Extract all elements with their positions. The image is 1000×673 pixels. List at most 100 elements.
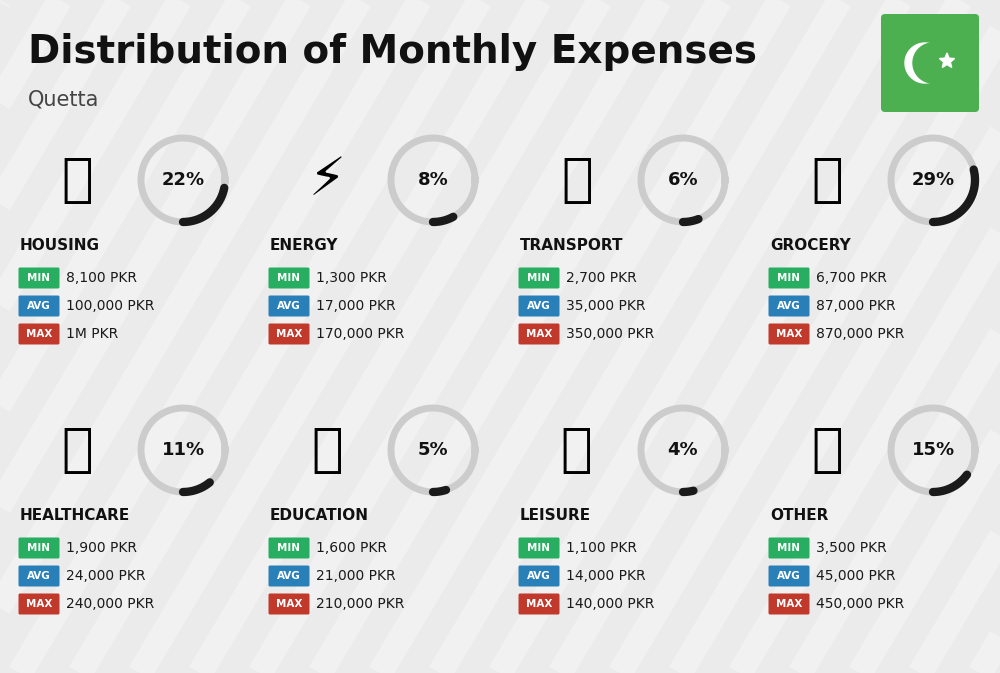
Text: GROCERY: GROCERY <box>770 238 851 254</box>
Text: EDUCATION: EDUCATION <box>270 509 369 524</box>
FancyBboxPatch shape <box>768 538 810 559</box>
Text: 🏢: 🏢 <box>61 154 93 206</box>
Text: 14,000 PKR: 14,000 PKR <box>566 569 646 583</box>
Text: MAX: MAX <box>526 329 552 339</box>
Text: 1,900 PKR: 1,900 PKR <box>66 541 137 555</box>
FancyBboxPatch shape <box>518 267 560 289</box>
Text: 🛒: 🛒 <box>811 154 843 206</box>
FancyBboxPatch shape <box>268 538 310 559</box>
Text: OTHER: OTHER <box>770 509 828 524</box>
Text: 1,300 PKR: 1,300 PKR <box>316 271 387 285</box>
Text: 2,700 PKR: 2,700 PKR <box>566 271 637 285</box>
Text: 87,000 PKR: 87,000 PKR <box>816 299 896 313</box>
FancyBboxPatch shape <box>18 267 60 289</box>
Text: 11%: 11% <box>161 441 205 459</box>
Text: MIN: MIN <box>528 273 550 283</box>
Text: MAX: MAX <box>26 599 52 609</box>
Text: 👛: 👛 <box>811 424 843 476</box>
Text: AVG: AVG <box>527 571 551 581</box>
FancyBboxPatch shape <box>268 295 310 316</box>
Polygon shape <box>939 53 955 67</box>
Text: 140,000 PKR: 140,000 PKR <box>566 597 654 611</box>
Text: 1,100 PKR: 1,100 PKR <box>566 541 637 555</box>
Text: 🏥: 🏥 <box>61 424 93 476</box>
FancyBboxPatch shape <box>768 565 810 586</box>
Text: LEISURE: LEISURE <box>520 509 591 524</box>
Text: 6,700 PKR: 6,700 PKR <box>816 271 887 285</box>
Text: Quetta: Quetta <box>28 90 99 110</box>
Text: MAX: MAX <box>276 599 302 609</box>
Text: MAX: MAX <box>526 599 552 609</box>
FancyBboxPatch shape <box>268 594 310 614</box>
Text: 24,000 PKR: 24,000 PKR <box>66 569 146 583</box>
FancyBboxPatch shape <box>768 324 810 345</box>
Text: MIN: MIN <box>278 273 300 283</box>
Text: ENERGY: ENERGY <box>270 238 338 254</box>
Text: MAX: MAX <box>776 329 802 339</box>
Text: 🎓: 🎓 <box>311 424 343 476</box>
FancyBboxPatch shape <box>18 295 60 316</box>
Text: TRANSPORT: TRANSPORT <box>520 238 624 254</box>
Text: MIN: MIN <box>778 273 800 283</box>
FancyBboxPatch shape <box>518 324 560 345</box>
Text: 🛍️: 🛍️ <box>561 424 593 476</box>
FancyBboxPatch shape <box>18 324 60 345</box>
Text: 🚌: 🚌 <box>561 154 593 206</box>
Text: 350,000 PKR: 350,000 PKR <box>566 327 654 341</box>
Text: 35,000 PKR: 35,000 PKR <box>566 299 646 313</box>
Text: 15%: 15% <box>911 441 955 459</box>
Text: 22%: 22% <box>161 171 205 189</box>
Text: AVG: AVG <box>27 301 51 311</box>
FancyBboxPatch shape <box>518 538 560 559</box>
Text: MIN: MIN <box>28 273 50 283</box>
Text: HEALTHCARE: HEALTHCARE <box>20 509 130 524</box>
FancyBboxPatch shape <box>768 267 810 289</box>
Text: MIN: MIN <box>778 543 800 553</box>
Polygon shape <box>905 43 945 83</box>
Text: 1M PKR: 1M PKR <box>66 327 118 341</box>
Text: AVG: AVG <box>777 301 801 311</box>
Text: AVG: AVG <box>527 301 551 311</box>
FancyBboxPatch shape <box>518 565 560 586</box>
Text: 450,000 PKR: 450,000 PKR <box>816 597 904 611</box>
Text: 5%: 5% <box>418 441 448 459</box>
Text: AVG: AVG <box>27 571 51 581</box>
FancyBboxPatch shape <box>768 295 810 316</box>
Text: HOUSING: HOUSING <box>20 238 100 254</box>
Text: 8%: 8% <box>418 171 448 189</box>
FancyBboxPatch shape <box>268 565 310 586</box>
Text: MIN: MIN <box>28 543 50 553</box>
Text: MIN: MIN <box>528 543 550 553</box>
Text: MAX: MAX <box>26 329 52 339</box>
FancyBboxPatch shape <box>518 295 560 316</box>
Text: 240,000 PKR: 240,000 PKR <box>66 597 154 611</box>
FancyBboxPatch shape <box>268 267 310 289</box>
FancyBboxPatch shape <box>881 14 979 112</box>
Text: 29%: 29% <box>911 171 955 189</box>
Text: 8,100 PKR: 8,100 PKR <box>66 271 137 285</box>
Text: AVG: AVG <box>277 301 301 311</box>
Text: AVG: AVG <box>777 571 801 581</box>
FancyBboxPatch shape <box>18 538 60 559</box>
Text: MAX: MAX <box>276 329 302 339</box>
Text: 100,000 PKR: 100,000 PKR <box>66 299 154 313</box>
Text: 21,000 PKR: 21,000 PKR <box>316 569 396 583</box>
Text: 210,000 PKR: 210,000 PKR <box>316 597 404 611</box>
Text: 1,600 PKR: 1,600 PKR <box>316 541 387 555</box>
Text: 3,500 PKR: 3,500 PKR <box>816 541 887 555</box>
Text: MAX: MAX <box>776 599 802 609</box>
Text: 870,000 PKR: 870,000 PKR <box>816 327 904 341</box>
Text: 170,000 PKR: 170,000 PKR <box>316 327 404 341</box>
Text: MIN: MIN <box>278 543 300 553</box>
Text: 4%: 4% <box>668 441 698 459</box>
Text: 6%: 6% <box>668 171 698 189</box>
FancyBboxPatch shape <box>518 594 560 614</box>
FancyBboxPatch shape <box>768 594 810 614</box>
Text: AVG: AVG <box>277 571 301 581</box>
FancyBboxPatch shape <box>18 594 60 614</box>
Text: ⚡: ⚡ <box>308 154 346 206</box>
Text: Distribution of Monthly Expenses: Distribution of Monthly Expenses <box>28 33 757 71</box>
FancyBboxPatch shape <box>268 324 310 345</box>
Text: 45,000 PKR: 45,000 PKR <box>816 569 896 583</box>
Polygon shape <box>913 43 953 83</box>
